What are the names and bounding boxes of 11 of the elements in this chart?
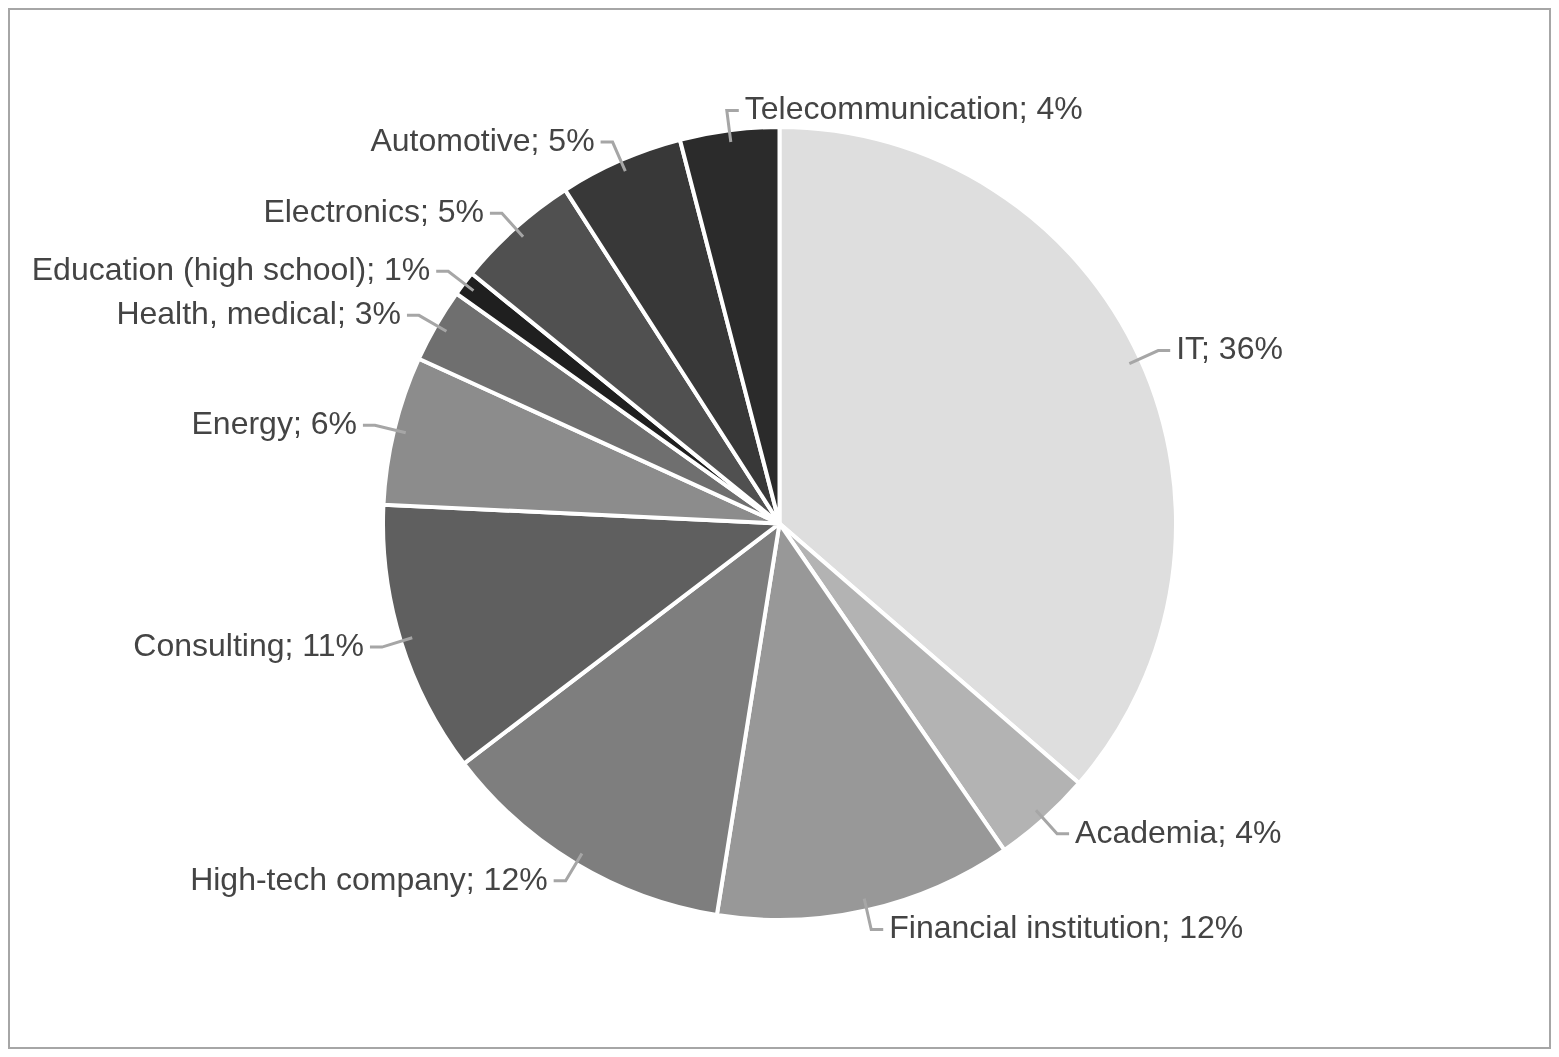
slice-label: High-tech company; 12% — [190, 860, 548, 897]
slice-label: IT; 36% — [1176, 330, 1283, 367]
slice-label: Education (high school); 1% — [31, 251, 431, 288]
slice-label: Consulting; 11% — [133, 626, 364, 663]
slice-label: Energy; 6% — [191, 405, 357, 442]
slice-label: Academia; 4% — [1075, 813, 1282, 850]
slice-label: Electronics; 5% — [263, 193, 484, 230]
slice-label: Telecommunication; 4% — [744, 90, 1083, 127]
slice-label: Automotive; 5% — [370, 121, 595, 158]
slice-label: Health, medical; 3% — [116, 295, 401, 332]
slice-label: Financial institution; 12% — [889, 909, 1244, 946]
